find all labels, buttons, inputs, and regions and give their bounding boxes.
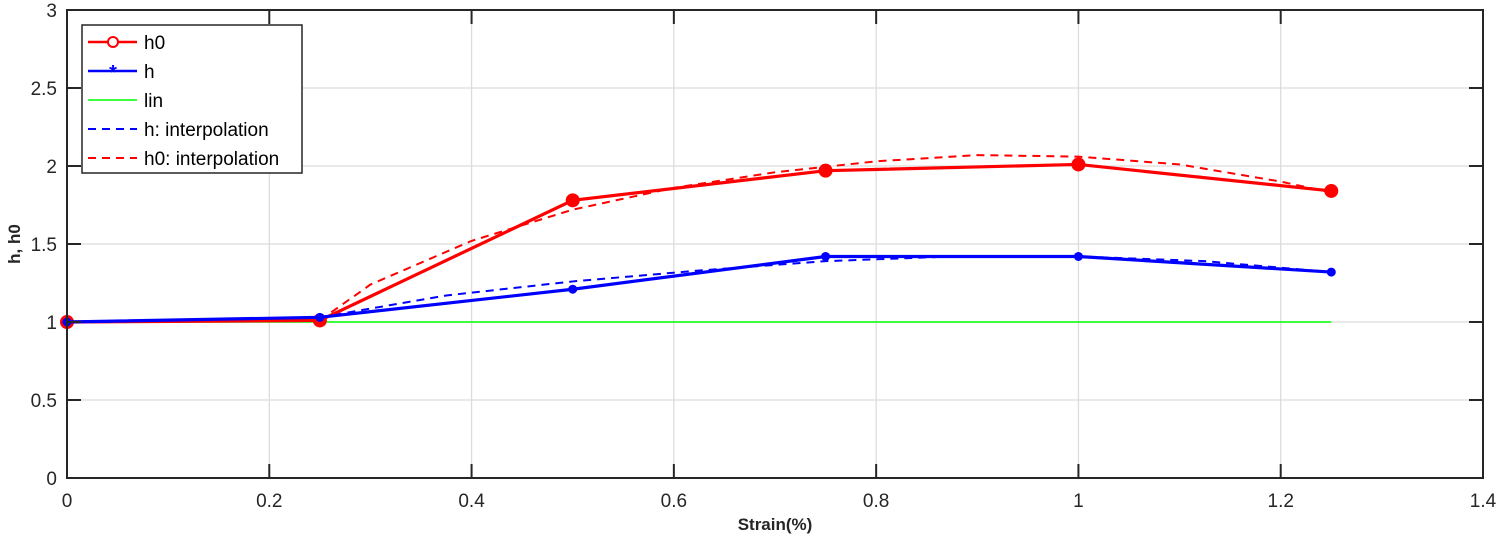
legend-box (81, 24, 303, 174)
y-tick-label: 2.5 (31, 79, 57, 100)
series-h-interpolation (319, 255, 1332, 319)
x-tick-label: 0.2 (256, 491, 282, 512)
legend-entry: lin (144, 91, 163, 112)
legend: h0 * h lin h: interpolation h0: interpolation (81, 24, 303, 174)
marker-circle (565, 193, 580, 208)
marker-asterisk (1326, 267, 1336, 277)
x-tick-label: 0.6 (661, 491, 687, 512)
legend-entry: h (144, 62, 155, 83)
legend-entry: h: interpolation (144, 120, 269, 141)
x-tick-label: 1.2 (1268, 491, 1294, 512)
series-h0 (66, 162, 1332, 324)
axis-ticks: 0 0.2 0.4 0.6 0.8 1 1.2 1.4 0 0.5 1 1.5 2 2.5 3 (31, 1, 1497, 512)
marker-asterisk (821, 251, 831, 261)
series-h (66, 254, 1332, 324)
marker-asterisk (315, 312, 325, 322)
y-axis-label: h, h0 (5, 224, 24, 264)
legend-entry: h0: interpolation (144, 149, 279, 170)
marker-asterisk (1073, 251, 1083, 261)
y-tick-label: 0 (46, 469, 57, 490)
x-tick-label: 0.4 (458, 491, 485, 512)
y-tick-label: 1 (46, 313, 57, 334)
y-tick-label: 1.5 (31, 235, 57, 256)
y-tick-label: 0.5 (31, 391, 57, 412)
x-tick-label: 1.4 (1470, 491, 1497, 512)
marker-circle (818, 163, 833, 178)
legend-marker-circle (107, 36, 119, 48)
x-tick-label: 0 (62, 491, 73, 512)
legend-marker-asterisk: * (109, 62, 117, 84)
x-axis-label: Strain(%) (738, 515, 813, 534)
legend-entry: h0 (144, 33, 165, 54)
y-tick-label: 2 (46, 157, 57, 178)
x-tick-label: 1 (1073, 491, 1084, 512)
data-series (60, 154, 1339, 329)
x-tick-label: 0.8 (863, 491, 889, 512)
marker-circle (1071, 157, 1086, 172)
marker-circle (1324, 183, 1339, 198)
marker-asterisk (568, 284, 578, 294)
y-tick-label: 3 (46, 1, 57, 22)
